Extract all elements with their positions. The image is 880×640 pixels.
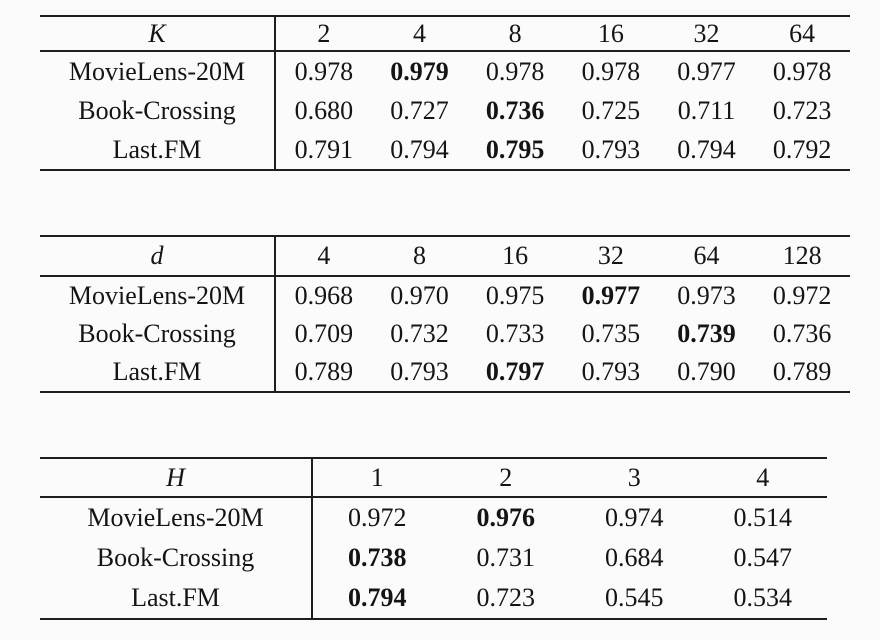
row-label: Last.FM xyxy=(40,353,276,391)
value-cell: 0.684 xyxy=(605,543,664,572)
param-header-d: d xyxy=(40,237,276,275)
value-cell: 0.547 xyxy=(733,543,793,572)
value-cell: 0.709 xyxy=(294,319,354,348)
value-cell: 0.711 xyxy=(677,95,736,125)
value-cell: 0.733 xyxy=(485,319,545,348)
value-cell: 0.739 xyxy=(677,319,736,348)
value-cell: 0.534 xyxy=(733,583,793,612)
value-cell: 0.789 xyxy=(294,357,354,386)
value-cell: 0.797 xyxy=(485,357,545,386)
value-cell: 0.978 xyxy=(485,56,545,86)
table-h-sensitivity: H 1 2 3 4 MovieLens-20M 0.972 0.976 0.97… xyxy=(40,457,827,620)
col-header: 3 xyxy=(627,462,641,492)
table-row: Book-Crossing 0.738 0.731 0.684 0.547 xyxy=(40,538,827,578)
table-k-sensitivity: K 2 4 8 16 32 64 MovieLens-20M 0.978 0.9… xyxy=(40,15,850,171)
value-cell: 0.972 xyxy=(348,503,407,532)
col-header: 128 xyxy=(782,241,822,270)
value-cell: 0.978 xyxy=(772,56,832,86)
value-cell: 0.972 xyxy=(772,281,832,310)
table-row: MovieLens-20M 0.972 0.976 0.974 0.514 xyxy=(40,498,827,538)
value-cell: 0.973 xyxy=(677,281,736,310)
table-row: Book-Crossing 0.709 0.732 0.733 0.735 0.… xyxy=(40,315,850,353)
row-label: Book-Crossing xyxy=(40,315,276,353)
value-cell: 0.979 xyxy=(390,56,449,86)
col-header: 32 xyxy=(693,18,720,48)
row-label: MovieLens-20M xyxy=(40,277,276,315)
col-header: 2 xyxy=(499,462,513,492)
table-row: Last.FM 0.794 0.723 0.545 0.534 xyxy=(40,578,827,618)
value-cell: 0.680 xyxy=(294,95,354,125)
col-header: 4 xyxy=(756,462,770,492)
table-row: Book-Crossing 0.680 0.727 0.736 0.725 0.… xyxy=(40,91,850,130)
value-cell: 0.976 xyxy=(476,503,536,532)
col-header: 8 xyxy=(508,18,522,48)
table-row: MovieLens-20M 0.968 0.970 0.975 0.977 0.… xyxy=(40,277,850,315)
table-d-sensitivity: d 4 8 16 32 64 128 MovieLens-20M 0.968 0… xyxy=(40,235,850,393)
value-cell: 0.977 xyxy=(581,281,641,310)
value-cell: 0.725 xyxy=(581,95,641,125)
col-header: 64 xyxy=(693,241,720,270)
value-cell: 0.795 xyxy=(485,134,545,164)
table-header-row: K 2 4 8 16 32 64 xyxy=(40,17,850,52)
table-row: Last.FM 0.791 0.794 0.795 0.793 0.794 0.… xyxy=(40,130,850,169)
row-label: MovieLens-20M xyxy=(40,52,276,91)
value-cell: 0.978 xyxy=(581,56,641,86)
row-label: Book-Crossing xyxy=(40,538,313,578)
value-cell: 0.974 xyxy=(605,503,664,532)
col-header: 4 xyxy=(317,241,331,270)
col-header: 8 xyxy=(412,241,426,270)
value-cell: 0.732 xyxy=(390,319,449,348)
value-cell: 0.792 xyxy=(772,134,832,164)
value-cell: 0.723 xyxy=(772,95,832,125)
value-cell: 0.545 xyxy=(605,583,664,612)
value-cell: 0.970 xyxy=(390,281,449,310)
col-header: 16 xyxy=(502,241,529,270)
col-header: 1 xyxy=(370,462,384,492)
value-cell: 0.794 xyxy=(390,134,449,164)
col-header: 4 xyxy=(412,18,426,48)
row-label: Last.FM xyxy=(40,578,313,618)
value-cell: 0.794 xyxy=(677,134,736,164)
table-row: Last.FM 0.789 0.793 0.797 0.793 0.790 0.… xyxy=(40,353,850,391)
value-cell: 0.789 xyxy=(772,357,832,386)
param-header-K: K xyxy=(40,17,276,50)
value-cell: 0.793 xyxy=(581,357,641,386)
row-label: Last.FM xyxy=(40,130,276,169)
value-cell: 0.794 xyxy=(348,583,407,612)
value-cell: 0.736 xyxy=(485,95,545,125)
value-cell: 0.738 xyxy=(348,543,407,572)
value-cell: 0.793 xyxy=(581,134,641,164)
value-cell: 0.977 xyxy=(677,56,736,86)
value-cell: 0.731 xyxy=(476,543,536,572)
value-cell: 0.975 xyxy=(485,281,545,310)
value-cell: 0.735 xyxy=(581,319,641,348)
value-cell: 0.727 xyxy=(390,95,449,125)
param-header-H: H xyxy=(40,459,313,496)
value-cell: 0.723 xyxy=(476,583,536,612)
value-cell: 0.790 xyxy=(677,357,736,386)
col-header: 64 xyxy=(789,18,816,48)
value-cell: 0.968 xyxy=(294,281,354,310)
table-header-row: d 4 8 16 32 64 128 xyxy=(40,237,850,277)
table-row: MovieLens-20M 0.978 0.979 0.978 0.978 0.… xyxy=(40,52,850,91)
value-cell: 0.793 xyxy=(390,357,449,386)
value-cell: 0.736 xyxy=(772,319,832,348)
col-header: 32 xyxy=(597,241,624,270)
col-header: 2 xyxy=(317,18,331,48)
row-label: MovieLens-20M xyxy=(40,498,313,538)
row-label: Book-Crossing xyxy=(40,91,276,130)
value-cell: 0.791 xyxy=(294,134,354,164)
table-header-row: H 1 2 3 4 xyxy=(40,459,827,498)
value-cell: 0.978 xyxy=(294,56,354,86)
value-cell: 0.514 xyxy=(733,503,793,532)
col-header: 16 xyxy=(597,18,624,48)
